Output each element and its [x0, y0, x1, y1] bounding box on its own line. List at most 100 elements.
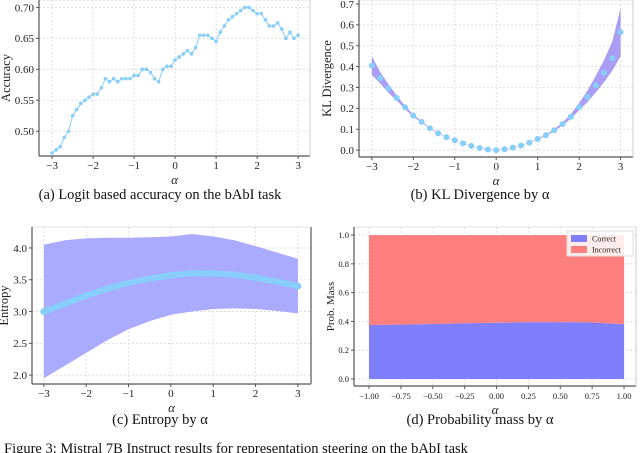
data-point	[128, 76, 132, 81]
y-tick-label: 0.50	[15, 126, 35, 138]
data-point	[95, 92, 100, 96]
data-point	[148, 70, 153, 75]
data-point	[279, 27, 284, 31]
x-axis-label: α	[171, 172, 179, 187]
figure-caption: Figure 3: Mistral 7B Instruct results fo…	[4, 441, 468, 453]
x-tick-label: −2	[80, 388, 92, 400]
data-point	[165, 64, 169, 69]
data-point	[251, 8, 255, 13]
data-point	[62, 135, 67, 140]
data-point	[451, 137, 458, 144]
data-point	[259, 11, 264, 16]
data-point	[54, 148, 59, 152]
data-point	[161, 67, 165, 72]
x-tick-label: −0.50	[423, 391, 443, 401]
y-tick-label: 0.6	[340, 20, 354, 32]
data-point	[206, 33, 210, 38]
data-point	[140, 67, 145, 72]
data-point	[443, 134, 450, 141]
x-tick-label: 2	[253, 388, 259, 400]
data-point	[617, 29, 624, 36]
data-point	[40, 308, 48, 316]
y-tick-label: 3.0	[13, 306, 27, 318]
data-point	[288, 30, 292, 34]
data-point	[79, 101, 83, 106]
y-tick-label: 0.70	[15, 2, 35, 14]
data-point	[74, 107, 79, 112]
legend-swatch-incorrect	[571, 246, 587, 253]
x-tick-label: 0	[493, 161, 499, 173]
data-point	[402, 104, 409, 111]
data-point	[193, 45, 198, 50]
data-point	[252, 274, 260, 282]
data-point	[50, 151, 54, 155]
data-point	[476, 145, 483, 152]
data-point	[377, 75, 384, 82]
data-point	[167, 271, 175, 279]
y-tick-label: 0.2	[338, 345, 349, 355]
data-point	[226, 18, 231, 22]
y-tick-label: 0.0	[338, 374, 349, 384]
data-point	[169, 64, 173, 69]
data-point	[385, 85, 392, 92]
data-point	[61, 300, 69, 308]
data-point	[247, 5, 251, 10]
data-point	[484, 146, 491, 153]
data-point	[296, 33, 300, 38]
y-tick-label: 1.0	[338, 230, 349, 240]
data-point	[218, 30, 223, 34]
y-tick-label: 0.1	[340, 124, 354, 136]
data-point	[136, 73, 141, 78]
data-point	[435, 130, 442, 137]
y-axis-label: Prob. Mass	[325, 282, 337, 332]
data-point	[189, 52, 194, 56]
data-point	[83, 98, 87, 103]
x-tick-label: 1	[535, 161, 541, 173]
data-point	[91, 92, 95, 96]
data-point	[410, 112, 417, 119]
data-point	[551, 127, 558, 134]
y-axis-label: Accuracy	[0, 53, 13, 102]
y-tick-label: 2.0	[13, 370, 27, 382]
data-point	[146, 274, 154, 282]
data-point	[238, 8, 243, 13]
x-tick-label: 3	[618, 161, 624, 173]
data-point	[66, 129, 71, 134]
chart-panel-b: −3 −2 −1 0 1 2 3 0.0 0.1 0.2 0.3 0.4 0.5 0.6 0.7 α KL Di…	[320, 0, 634, 188]
y-tick-label: 0.3	[340, 82, 354, 94]
data-point	[152, 76, 157, 81]
data-point	[526, 139, 533, 146]
y-tick-label: 0.5	[340, 41, 354, 53]
data-point	[518, 142, 525, 149]
x-axis-label: α	[168, 400, 176, 415]
confidence-band	[43, 234, 298, 379]
x-tick-label: −3	[38, 388, 50, 400]
data-point	[600, 69, 607, 76]
x-axis-label: α	[492, 402, 500, 417]
data-point	[271, 24, 276, 28]
data-point	[202, 33, 206, 38]
x-tick-label: −1.00	[359, 391, 379, 401]
x-tick-label: −1	[123, 388, 135, 400]
y-axis-label: KL Divergence	[320, 40, 334, 117]
data-point	[210, 36, 214, 41]
data-point	[156, 79, 161, 84]
data-point	[144, 67, 149, 72]
x-tick-label: −0.25	[455, 391, 475, 401]
data-point	[107, 79, 112, 84]
x-tick-label: −2	[87, 160, 99, 172]
y-tick-label: 0.65	[15, 33, 35, 45]
data-point	[584, 93, 591, 100]
data-point	[263, 18, 268, 22]
y-tick-label: 0.7	[340, 0, 354, 11]
y-tick-label: 0.0	[340, 145, 354, 157]
data-point	[99, 86, 104, 90]
data-point	[188, 269, 196, 277]
x-tick-label: 0	[168, 388, 174, 400]
chart-panel-c: −3 −2 −1 0 1 2 3 2.0 2.5 3.0 3.5 4.0 α Entropy	[0, 226, 312, 415]
area-incorrect	[369, 235, 624, 325]
y-tick-label: 0.55	[15, 95, 35, 107]
x-tick-label: −3	[46, 160, 58, 172]
